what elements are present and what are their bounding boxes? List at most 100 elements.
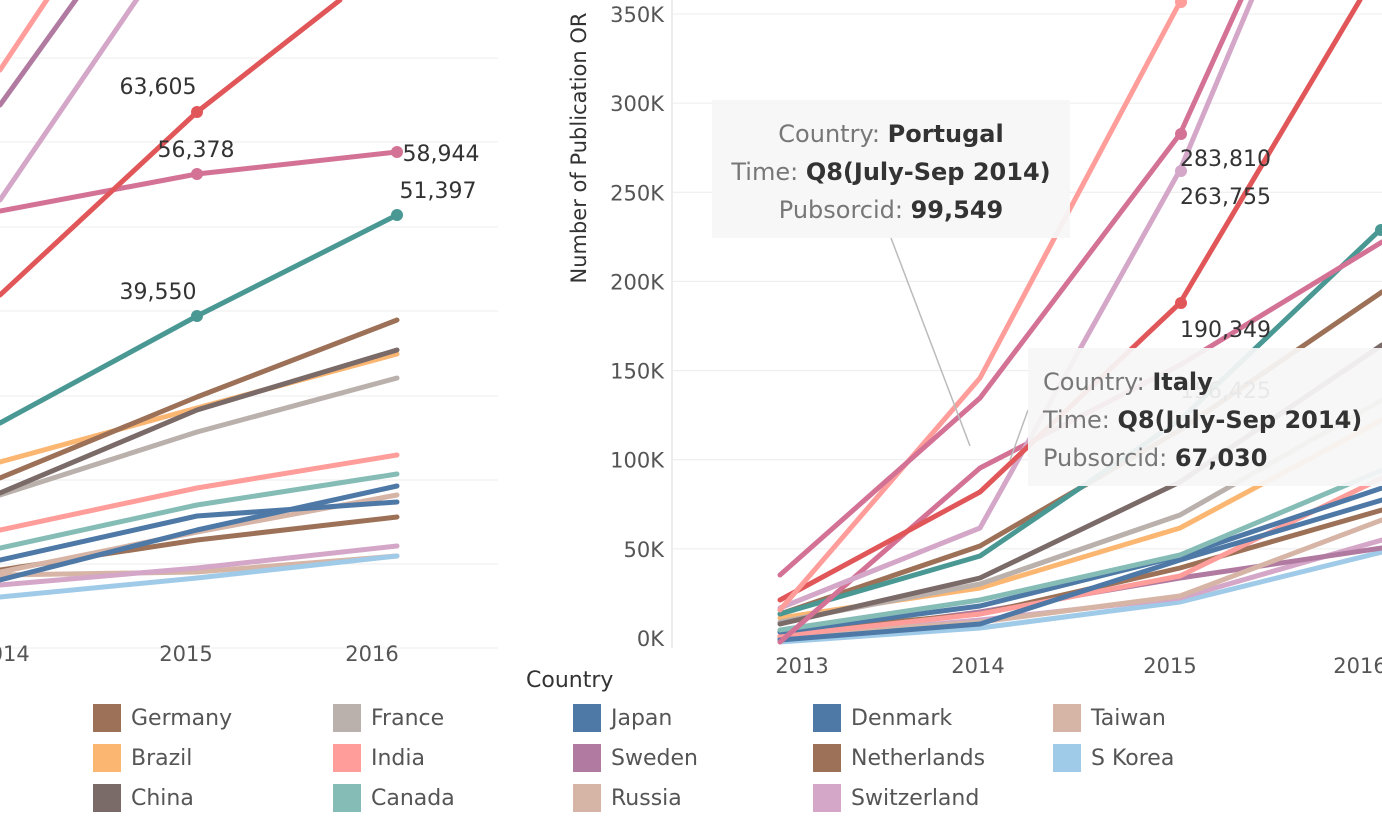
tooltip-row: Time: Q8(July-Sep 2014) [1042,406,1362,434]
right-series-line [777,517,1382,639]
left-series-line [0,375,400,498]
left-series-line [0,0,50,73]
tooltip-field-value: 67,030 [1175,444,1268,472]
left-data-point [391,209,403,221]
legend-swatch [813,744,841,772]
tooltip-field-value: Q8(July-Sep 2014) [806,158,1051,186]
tooltip-row: Pubsorcid: 99,549 [779,196,1003,224]
right-data-point [1175,128,1187,140]
left-x-tick-label: 2016 [345,642,398,666]
legend-item[interactable]: Taiwan [1053,703,1166,733]
legend-item-label: Netherlands [851,745,986,771]
legend-item[interactable]: Netherlands [813,743,985,773]
right-series-line [777,497,1382,643]
right-series-line [777,549,1382,645]
legend-item[interactable]: Russia [573,783,682,813]
legend-swatch [333,704,361,732]
legend-item[interactable]: Germany [93,703,232,733]
legend-swatch [573,744,601,772]
legend-swatch [93,744,121,772]
legend-swatch [93,704,121,732]
left-data-point [191,106,203,118]
legend-swatch [813,784,841,812]
left-x-tick-label: 2015 [159,642,212,666]
legend-item-label: Japan [611,705,673,731]
y-tick-label: 100K [610,449,665,473]
tooltip: Country: Portugal Time: Q8(July-Sep 2014)… [712,100,1070,447]
y-tick-label: 300K [610,92,665,116]
right-data-point [1175,297,1187,309]
legend-swatch [573,784,601,812]
left-series-line [0,553,400,600]
legend-item[interactable]: Japan [573,703,672,733]
left-data-label: 39,550 [120,280,197,305]
right-x-tick-label: 2013 [775,654,828,678]
tooltip-leader-line [1009,409,1029,461]
left-series-line [0,317,400,481]
right-series-line [777,475,1382,639]
left-series-line [0,0,140,203]
left-data-label: 58,944 [403,142,480,167]
tooltip-row: Country: Italy [1043,368,1213,396]
legend-item[interactable]: Sweden [573,743,698,773]
y-tick-label: 200K [610,270,665,294]
left-series-line [0,471,400,551]
right-series-line [777,467,1382,633]
legend-swatch [333,744,361,772]
legend-item-label: Taiwan [1091,705,1166,731]
y-tick-label: 350K [610,3,665,27]
legend-item[interactable]: Denmark [813,703,952,733]
right-data-point [1175,0,1187,8]
left-series-line [0,347,400,496]
legend-swatch [1053,744,1081,772]
legend-item[interactable]: Switzerland [813,783,979,813]
right-x-tick-label: 2014 [951,654,1004,678]
left-series-line [0,0,79,108]
tooltip-field-value: Italy [1152,368,1213,396]
tooltip-field-label: Time: [730,158,805,186]
legend-swatch [813,704,841,732]
tooltip-field-label: Pubsorcid: [1043,444,1175,472]
legend-item[interactable]: S Korea [1053,743,1174,773]
right-series-line [777,485,1382,635]
tooltip-field-value: 99,549 [911,196,1004,224]
legend-item[interactable]: Canada [333,783,455,813]
right-data-label: 263,755 [1180,185,1271,210]
right-data-point [1175,165,1187,177]
legend-item-label: France [371,705,445,731]
tooltip-field-label: Pubsorcid: [779,196,911,224]
legend-item-label: China [131,785,194,811]
legend-item[interactable]: India [333,743,425,773]
left-series-line [0,543,400,588]
left-chart-panel: 2014 2015 2016 63,605 56,378 58,944 39,550 51,3… [0,0,498,666]
legend-item[interactable]: Brazil [93,743,192,773]
legend-item-label: Germany [131,705,233,731]
left-data-label: 63,605 [120,75,197,100]
tooltip-row: Pubsorcid: 67,030 [1043,444,1267,472]
right-chart-panel: 0K 50K 100K 150K 200K 250K 300K 350K Number of P… [567,0,1382,678]
right-data-label: 283,810 [1180,147,1271,172]
legend-swatch [333,784,361,812]
legend-item[interactable]: China [93,783,194,813]
legend-item-label: Sweden [611,745,698,771]
left-data-point [191,168,203,180]
left-series-line [0,452,400,533]
left-data-label: 51,397 [400,179,477,204]
left-data-point [191,310,203,322]
left-series-line [0,483,400,583]
tooltip-box [1028,348,1382,486]
legend-item-label: Switzerland [851,785,980,811]
legend-swatch [1053,704,1081,732]
y-tick-label: 50K [624,538,666,562]
legend-item[interactable]: France [333,703,444,733]
tooltip-field-value: Portugal [888,120,1004,148]
right-series-line [777,225,1382,617]
tooltip-box [712,100,1070,238]
tooltip-row: Country: Portugal [778,120,1003,148]
legend-item-label: Denmark [851,705,953,731]
y-tick-label: 0K [637,627,665,651]
legend-item-label: S Korea [1091,745,1175,771]
y-axis-label: Number of Publication OR [567,13,591,284]
tooltip-field-label: Time: [1042,406,1117,434]
